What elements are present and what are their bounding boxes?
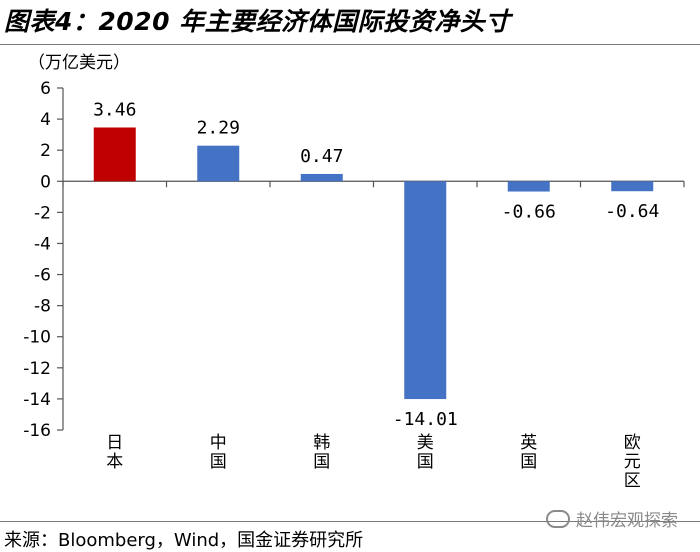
- category-label: 日本: [106, 433, 123, 472]
- y-tick-label: 2: [40, 141, 51, 161]
- source-divider: [0, 521, 700, 522]
- y-tick-label: 6: [40, 79, 51, 99]
- bar-1: [93, 127, 136, 182]
- figure-title: 图表4：2020 年主要经济体国际投资净头寸: [4, 7, 511, 36]
- y-tick-label: -14: [23, 390, 51, 410]
- bar-6: [611, 181, 654, 192]
- y-tick-label: -2: [34, 203, 51, 223]
- unit-label: （万亿美元）: [28, 53, 130, 73]
- y-tick-label: -6: [34, 266, 51, 286]
- category-label: 美国: [417, 433, 434, 472]
- y-tick-label: -12: [23, 359, 51, 379]
- category-label: 英国: [520, 433, 537, 472]
- bar-4: [404, 181, 447, 400]
- y-tick-label: -10: [23, 328, 51, 348]
- y-tick-label: -8: [34, 297, 51, 317]
- y-tick-label: -4: [34, 234, 51, 254]
- y-tick-label: 4: [40, 110, 51, 130]
- data-label: 0.47: [300, 146, 343, 167]
- data-label: 2.29: [197, 118, 240, 139]
- y-tick-label: -16: [23, 421, 51, 441]
- wechat-icon: [546, 509, 570, 528]
- source-note: 来源：Bloomberg，Wind，国金证券研究所: [4, 530, 364, 551]
- category-label: 中国: [210, 433, 227, 472]
- watermark: 赵伟宏观探索: [546, 506, 678, 531]
- category-label: 欧元区: [624, 433, 641, 491]
- data-label: -14.01: [393, 409, 458, 430]
- bar-chart: （万亿美元） 6 4 2 0 -2 -4 -6 -8 -10 -12 -14 -16 3.46 日本 2.29…: [23, 53, 685, 491]
- data-label: -0.64: [605, 201, 659, 222]
- bar-5: [507, 181, 550, 192]
- category-label: 韩国: [313, 433, 330, 472]
- y-tick-label: 0: [40, 172, 51, 192]
- watermark-text: 赵伟宏观探索: [576, 511, 678, 531]
- bar-3: [300, 173, 343, 182]
- data-label: 3.46: [93, 99, 136, 120]
- bar-2: [197, 145, 240, 182]
- title-divider: [0, 44, 700, 45]
- data-label: -0.66: [502, 202, 556, 223]
